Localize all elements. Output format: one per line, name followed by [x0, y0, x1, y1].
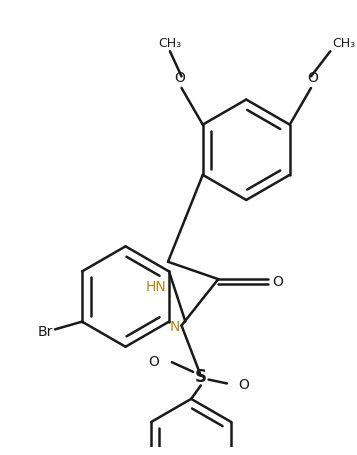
Text: O: O: [238, 378, 250, 392]
Text: O: O: [272, 274, 283, 288]
Text: N: N: [169, 319, 180, 333]
Text: O: O: [149, 354, 159, 369]
Text: CH₃: CH₃: [332, 37, 355, 50]
Text: O: O: [307, 71, 318, 85]
Text: CH₃: CH₃: [159, 37, 181, 50]
Text: O: O: [174, 71, 185, 85]
Text: S: S: [195, 367, 207, 385]
Text: HN: HN: [145, 279, 166, 293]
Text: Br: Br: [38, 324, 53, 339]
